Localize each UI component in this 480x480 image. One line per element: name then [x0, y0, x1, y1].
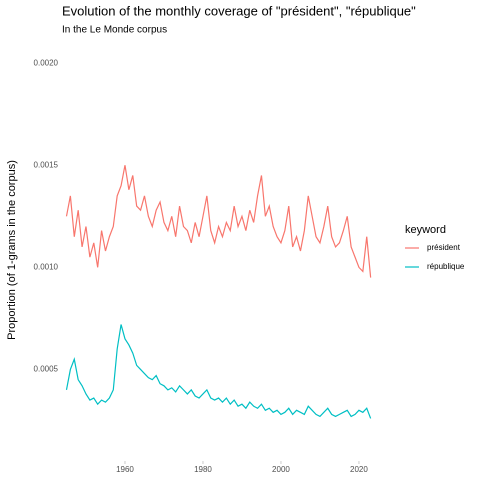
y-tick-label: 0.0010	[34, 262, 59, 271]
x-tick-label: 1960	[116, 465, 134, 474]
legend-title: keyword	[405, 224, 446, 236]
x-tick-label: 2000	[272, 465, 290, 474]
series-line	[65, 165, 372, 278]
chart-subtitle: In the Le Monde corpus	[62, 25, 167, 36]
x-tick-label: 2020	[350, 465, 368, 474]
y-tick-label: 0.0005	[34, 365, 59, 374]
y-tick-label: 0.0020	[34, 58, 59, 67]
y-axis-label: Proportion (of 1-grams in the corpus)	[6, 160, 18, 340]
y-tick-label: 0.0015	[34, 160, 59, 169]
legend-label: président	[427, 243, 461, 252]
x-tick-label: 1980	[194, 465, 212, 474]
series-line	[65, 324, 372, 419]
chart-title: Evolution of the monthly coverage of "pr…	[62, 3, 416, 18]
legend-label: république	[427, 262, 465, 271]
